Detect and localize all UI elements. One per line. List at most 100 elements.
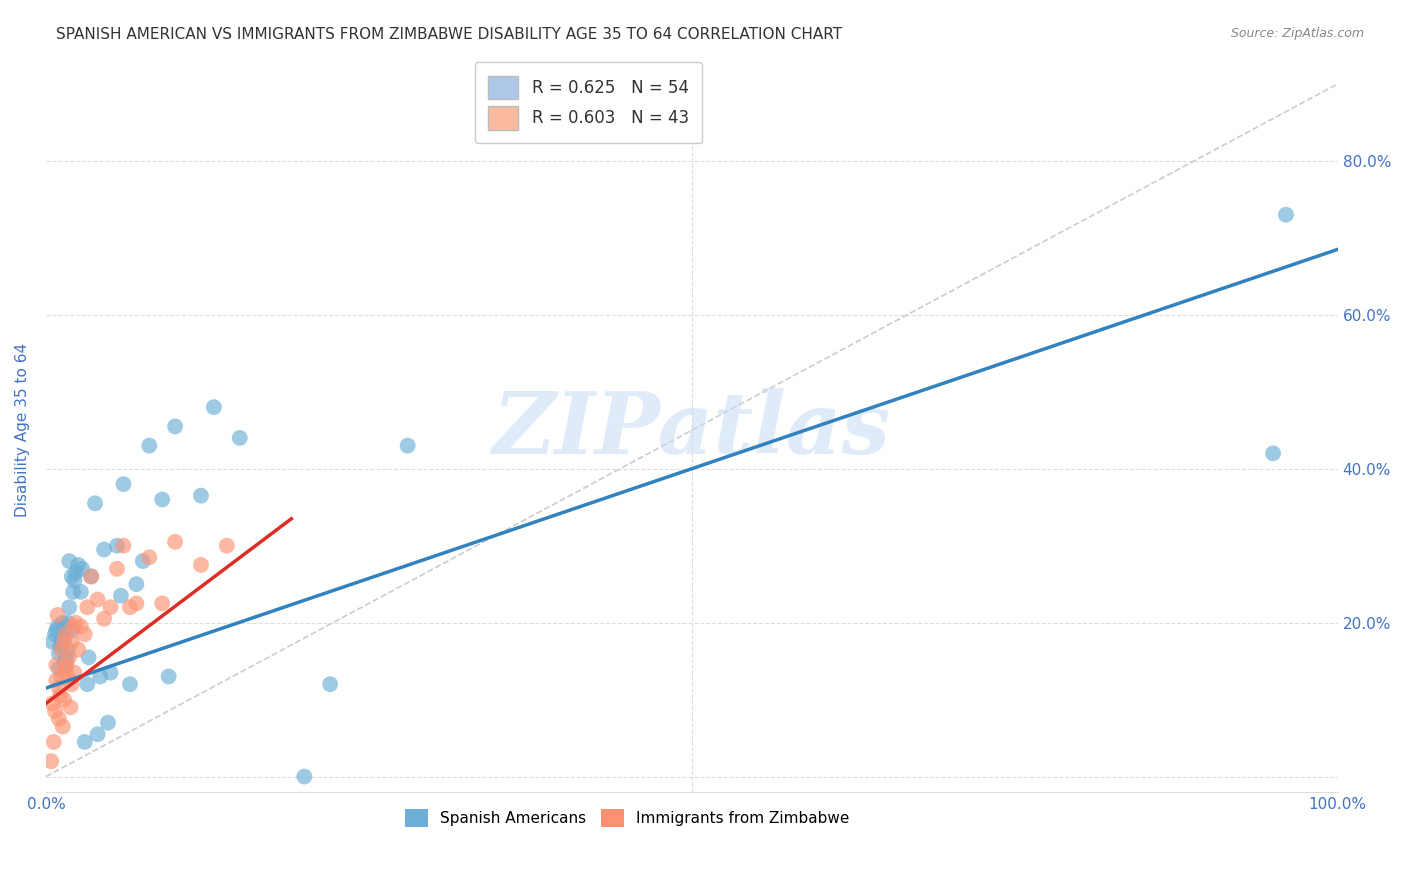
Point	[76, 677, 98, 691]
Point	[292, 770, 315, 784]
Point	[51, 635, 73, 649]
Point	[53, 654, 76, 668]
Point	[228, 431, 250, 445]
Point	[65, 615, 87, 630]
Point	[100, 600, 122, 615]
Point	[89, 669, 111, 683]
Point	[60, 624, 83, 638]
Point	[319, 677, 342, 691]
Point	[53, 657, 76, 672]
Point	[100, 665, 122, 680]
Point	[165, 534, 187, 549]
Point	[76, 600, 98, 615]
Point	[1261, 446, 1284, 460]
Point	[105, 562, 128, 576]
Point	[77, 650, 100, 665]
Point	[56, 615, 79, 630]
Point	[59, 700, 82, 714]
Point	[45, 657, 67, 672]
Point	[70, 619, 93, 633]
Point	[62, 585, 84, 599]
Point	[46, 607, 69, 622]
Point	[51, 669, 73, 683]
Point	[70, 585, 93, 599]
Point	[73, 627, 96, 641]
Point	[60, 677, 83, 691]
Point	[46, 619, 69, 633]
Point	[157, 669, 180, 683]
Point	[125, 577, 148, 591]
Point	[118, 600, 141, 615]
Point	[60, 635, 83, 649]
Point	[56, 669, 79, 683]
Point	[80, 569, 103, 583]
Point	[48, 662, 70, 676]
Point	[1275, 208, 1298, 222]
Point	[112, 539, 135, 553]
Point	[97, 715, 120, 730]
Point	[93, 612, 115, 626]
Point	[105, 539, 128, 553]
Point	[80, 569, 103, 583]
Text: ZIPatlas: ZIPatlas	[492, 389, 891, 472]
Point	[67, 558, 90, 572]
Point	[110, 589, 132, 603]
Point	[56, 642, 79, 657]
Point	[48, 647, 70, 661]
Point	[44, 627, 66, 641]
Point	[52, 631, 75, 645]
Point	[58, 554, 80, 568]
Text: Source: ZipAtlas.com: Source: ZipAtlas.com	[1230, 27, 1364, 40]
Point	[58, 600, 80, 615]
Point	[150, 492, 173, 507]
Point	[41, 697, 63, 711]
Point	[49, 639, 72, 653]
Point	[118, 677, 141, 691]
Point	[55, 657, 77, 672]
Point	[41, 635, 63, 649]
Point	[190, 558, 212, 572]
Point	[70, 562, 93, 576]
Point	[63, 574, 86, 588]
Point	[48, 712, 70, 726]
Point	[65, 566, 87, 580]
Point	[55, 650, 77, 665]
Y-axis label: Disability Age 35 to 64: Disability Age 35 to 64	[15, 343, 30, 517]
Point	[42, 735, 65, 749]
Point	[165, 419, 187, 434]
Point	[396, 439, 419, 453]
Point	[58, 650, 80, 665]
Text: SPANISH AMERICAN VS IMMIGRANTS FROM ZIMBABWE DISABILITY AGE 35 TO 64 CORRELATION: SPANISH AMERICAN VS IMMIGRANTS FROM ZIMB…	[56, 27, 842, 42]
Point	[67, 642, 90, 657]
Point	[138, 550, 160, 565]
Point	[190, 489, 212, 503]
Point	[84, 496, 107, 510]
Point	[62, 619, 84, 633]
Point	[138, 439, 160, 453]
Point	[53, 692, 76, 706]
Point	[112, 477, 135, 491]
Point	[86, 727, 108, 741]
Point	[215, 539, 238, 553]
Legend: Spanish Americans, Immigrants from Zimbabwe: Spanish Americans, Immigrants from Zimba…	[396, 801, 858, 835]
Point	[63, 665, 86, 680]
Point	[52, 615, 75, 630]
Point	[132, 554, 155, 568]
Point	[53, 627, 76, 641]
Point	[73, 735, 96, 749]
Point	[202, 400, 225, 414]
Point	[52, 720, 75, 734]
Point	[48, 681, 70, 695]
Point	[49, 689, 72, 703]
Point	[51, 642, 73, 657]
Point	[60, 569, 83, 583]
Point	[45, 673, 67, 688]
Point	[93, 542, 115, 557]
Point	[125, 596, 148, 610]
Point	[45, 624, 67, 638]
Point	[39, 754, 62, 768]
Point	[150, 596, 173, 610]
Point	[86, 592, 108, 607]
Point	[44, 704, 66, 718]
Point	[53, 662, 76, 676]
